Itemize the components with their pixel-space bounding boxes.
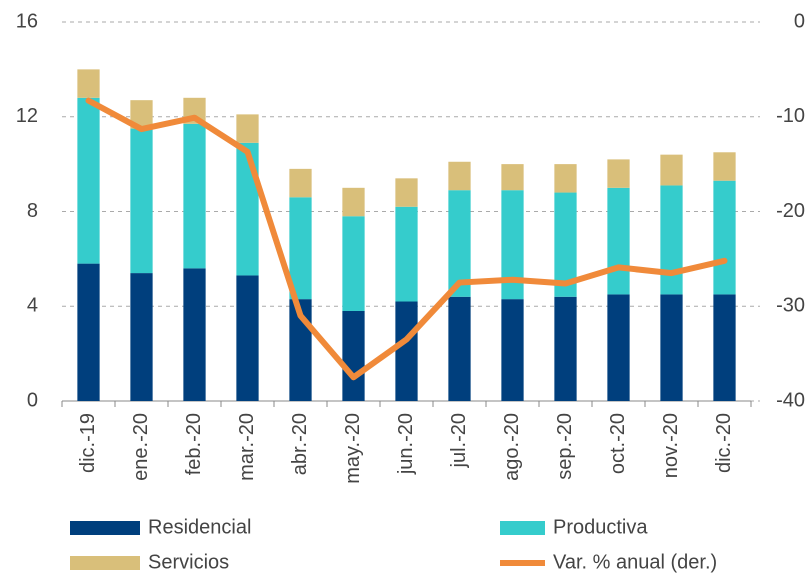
bar-segment: [713, 180, 736, 295]
bar-segment: [342, 216, 365, 311]
bar-segment: [713, 152, 736, 181]
y2-tick-label: -20: [776, 200, 805, 222]
bar-segment: [554, 296, 577, 401]
bar-segment: [660, 294, 683, 401]
legend-label: Productiva: [553, 516, 648, 538]
y2-tick-label: 0: [794, 10, 805, 32]
y-tick-label: 4: [27, 295, 38, 317]
bar-segment: [236, 114, 259, 143]
line-series: [85, 97, 728, 381]
bar-segment: [236, 275, 259, 401]
bar-segment: [130, 128, 153, 274]
bar-segment: [77, 263, 100, 401]
bar-segment: [660, 185, 683, 295]
y2-tick-label: -10: [776, 105, 805, 127]
bar-segment: [77, 69, 100, 98]
bar-segment: [501, 164, 524, 191]
x-tick-label: ago.-20: [501, 413, 523, 481]
bar-segment: [554, 192, 577, 297]
bar-segment: [395, 206, 418, 302]
bar-segment: [501, 299, 524, 401]
legend-swatch: [500, 521, 545, 535]
x-tick-label: jul.-20: [448, 413, 470, 468]
legend-label: Var. % anual (der.): [553, 551, 717, 573]
x-tick-label: oct.-20: [607, 413, 629, 474]
bar-segment: [183, 123, 206, 269]
legend-label: Residencial: [148, 516, 251, 538]
x-tick-label: may.-20: [342, 413, 364, 484]
bar-segment: [713, 294, 736, 401]
legend-label: Servicios: [148, 551, 229, 573]
bar-segment: [607, 187, 630, 295]
x-tick-label: sep.-20: [554, 413, 576, 480]
bar-segment: [607, 159, 630, 188]
bar-segment: [130, 100, 153, 129]
bar-segment: [289, 168, 312, 198]
bar-segment: [607, 294, 630, 401]
bar-segment: [77, 97, 100, 264]
bar-segment: [289, 197, 312, 300]
y-tick-label: 8: [27, 200, 38, 222]
y-tick-label: 16: [16, 10, 38, 32]
y-tick-label: 0: [27, 389, 38, 411]
y2-tick-label: -40: [776, 389, 805, 411]
bar-segment: [395, 178, 418, 207]
bar-segment: [183, 268, 206, 401]
x-tick-label: feb.-20: [183, 413, 205, 475]
legend-swatch: [70, 521, 140, 535]
legend-swatch: [70, 556, 140, 570]
bar-segment: [448, 161, 471, 191]
y2-tick-label: -30: [776, 295, 805, 317]
bar-segment: [448, 190, 471, 297]
x-tick-label: jun.-20: [395, 413, 417, 475]
x-tick-label: mar.-20: [236, 413, 258, 481]
x-tick-label: dic.-19: [77, 413, 99, 473]
bar-segment: [448, 296, 471, 401]
bar-segment: [236, 142, 259, 276]
bar-segment: [342, 187, 365, 217]
x-tick-label: abr.-20: [289, 413, 311, 475]
bar-segment: [554, 164, 577, 193]
y-tick-label: 12: [16, 105, 38, 127]
bar-segment: [130, 273, 153, 401]
bar-segment: [501, 190, 524, 300]
x-tick-label: dic.-20: [713, 413, 735, 473]
bar-segment: [395, 301, 418, 401]
x-tick-label: ene.-20: [130, 413, 152, 481]
x-tick-label: nov.-20: [660, 413, 682, 478]
bar-segment: [342, 310, 365, 401]
bar-segment: [660, 154, 683, 186]
